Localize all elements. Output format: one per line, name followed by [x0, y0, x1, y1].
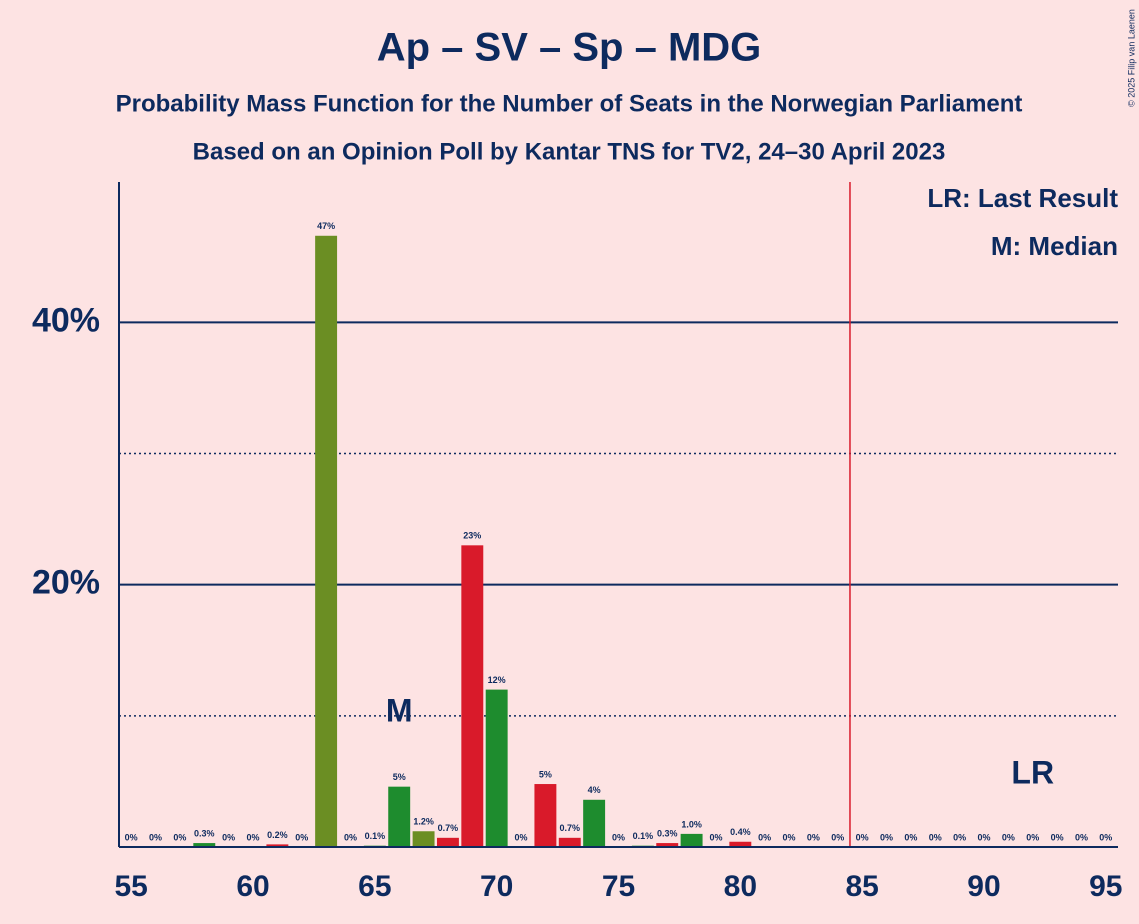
value-label: 0%: [125, 832, 138, 842]
value-label: 0.3%: [194, 828, 215, 838]
x-tick-label: 90: [967, 870, 1000, 903]
value-label: 0%: [856, 832, 869, 842]
value-label: 12%: [488, 675, 506, 685]
bar: [680, 833, 703, 847]
value-label: 1.0%: [681, 819, 702, 829]
y-tick-label: 20%: [32, 564, 100, 602]
value-label: 0%: [295, 832, 308, 842]
x-tick-label: 95: [1089, 870, 1122, 903]
value-label: 0%: [880, 832, 893, 842]
chart-subtitle: Probability Mass Function for the Number…: [116, 90, 1023, 117]
value-label: 0%: [1099, 832, 1112, 842]
value-label: 0%: [149, 832, 162, 842]
last-result-label: LR: [1011, 754, 1054, 790]
x-tick-label: 85: [845, 870, 878, 903]
bar: [729, 841, 752, 847]
value-label: 0%: [783, 832, 796, 842]
value-label: 47%: [317, 221, 335, 231]
median-label: M: [386, 692, 413, 728]
value-label: 0.7%: [438, 823, 459, 833]
value-label: 0%: [1051, 832, 1064, 842]
bar: [388, 786, 411, 847]
value-label: 0%: [344, 832, 357, 842]
value-label: 0%: [515, 832, 528, 842]
x-tick-label: 60: [236, 870, 269, 903]
value-label: 0%: [929, 832, 942, 842]
bar: [558, 837, 581, 847]
value-label: 0.2%: [267, 830, 288, 840]
bar: [412, 831, 435, 847]
value-label: 0%: [709, 832, 722, 842]
x-tick-label: 65: [358, 870, 391, 903]
value-label: 0%: [977, 832, 990, 842]
chart-subtitle: Based on an Opinion Poll by Kantar TNS f…: [193, 138, 946, 165]
value-label: 0.1%: [633, 831, 654, 841]
value-label: 1.2%: [413, 817, 434, 827]
bar: [656, 843, 679, 847]
value-label: 5%: [539, 769, 552, 779]
value-label: 5%: [393, 772, 406, 782]
bar: [583, 799, 606, 847]
value-label: 0.3%: [657, 828, 678, 838]
x-tick-label: 70: [480, 870, 513, 903]
value-label: 0%: [904, 832, 917, 842]
value-label: 0%: [173, 832, 186, 842]
y-tick-label: 40%: [32, 301, 100, 339]
value-label: 4%: [588, 785, 601, 795]
value-label: 0%: [758, 832, 771, 842]
copyright: © 2025 Filip van Laenen: [1126, 9, 1136, 107]
bar: [315, 235, 338, 848]
value-label: 0%: [1075, 832, 1088, 842]
bar: [266, 844, 289, 847]
legend-entry: M: Median: [991, 231, 1118, 261]
value-label: 0%: [247, 832, 260, 842]
value-label: 0.4%: [730, 827, 751, 837]
value-label: 0%: [222, 832, 235, 842]
legend-entry: LR: Last Result: [927, 183, 1118, 213]
x-tick-label: 80: [724, 870, 757, 903]
bar: [461, 545, 484, 847]
bar: [534, 784, 557, 847]
value-label: 0%: [1002, 832, 1015, 842]
bar: [485, 689, 508, 847]
value-label: 0%: [612, 832, 625, 842]
value-label: 23%: [463, 531, 481, 541]
value-label: 0%: [807, 832, 820, 842]
chart-title: Ap – SV – Sp – MDG: [377, 26, 762, 70]
value-label: 0.1%: [365, 831, 386, 841]
value-label: 0%: [1026, 832, 1039, 842]
value-label: 0.7%: [560, 823, 581, 833]
bar: [193, 843, 216, 847]
value-label: 0%: [953, 832, 966, 842]
x-tick-label: 55: [114, 870, 147, 903]
x-tick-label: 75: [602, 870, 635, 903]
value-label: 0%: [831, 832, 844, 842]
bar: [436, 837, 459, 847]
